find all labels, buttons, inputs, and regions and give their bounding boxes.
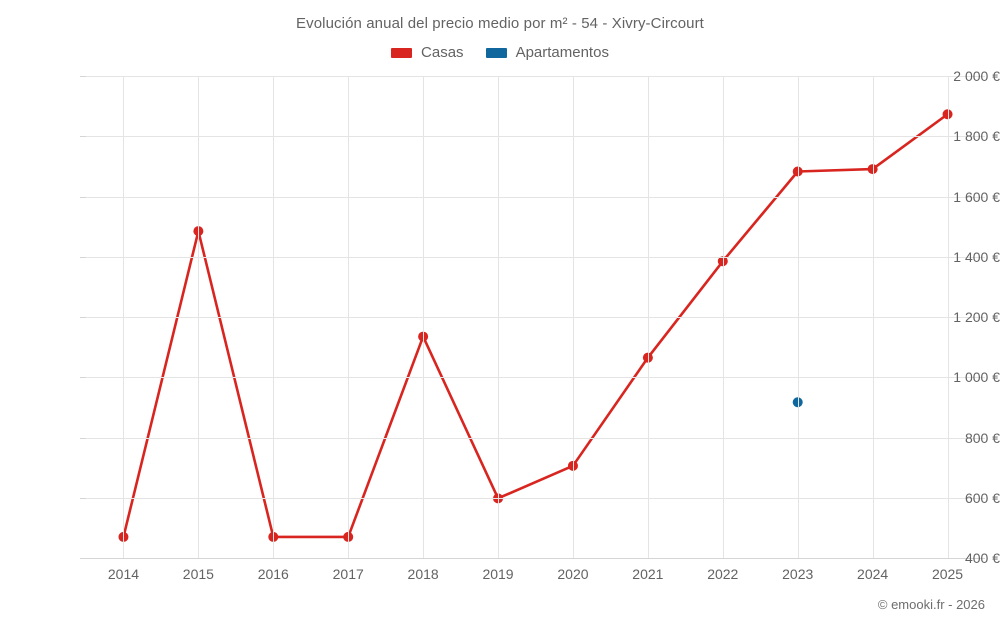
data-point-casas-2022[interactable]: [717, 256, 728, 267]
x-axis-tick-label: 2018: [407, 566, 439, 582]
series-line-casas: [122, 112, 949, 539]
gridline-vertical: [723, 76, 724, 558]
data-point-casas-2023[interactable]: [792, 166, 803, 177]
x-axis-tick-label: 2020: [557, 566, 589, 582]
legend-swatch-icon: [391, 47, 413, 58]
y-axis-tick-mark: [80, 136, 86, 137]
gridline-horizontal: [86, 438, 985, 439]
y-axis-tick-mark: [80, 377, 86, 378]
gridline-horizontal: [86, 498, 985, 499]
y-axis-tick-label: 400 €: [964, 550, 1000, 566]
x-axis-tick-label: 2025: [931, 566, 964, 582]
data-point-casas-2024[interactable]: [867, 164, 878, 175]
legend-item-casas[interactable]: Casas: [391, 44, 464, 61]
y-axis-tick-label: 800 €: [964, 429, 1000, 446]
plot-area: [86, 76, 985, 558]
y-axis-tick-mark: [80, 498, 86, 499]
legend-item-apartamentos[interactable]: Apartamentos: [485, 44, 609, 61]
gridline-vertical: [123, 76, 124, 558]
y-axis-tick-label: 1 400 €: [953, 248, 1000, 265]
y-axis-tick-mark: [80, 257, 86, 258]
x-axis-tick-label: 2023: [782, 566, 814, 582]
gridline-horizontal: [86, 197, 985, 198]
series-layer: [118, 109, 953, 542]
gridline-horizontal: [86, 317, 985, 318]
gridline-vertical: [948, 76, 949, 558]
x-axis-tick-label: 2016: [257, 566, 289, 582]
y-axis-tick-mark: [80, 317, 86, 318]
y-axis-tick-label: 1 600 €: [953, 188, 1000, 205]
gridline-vertical: [873, 76, 874, 558]
y-axis-tick-label: 2 000 €: [953, 68, 1000, 84]
y-axis-tick-label: 1 800 €: [953, 128, 1000, 145]
footer-credit: © emooki.fr - 2026: [877, 597, 985, 612]
gridline-vertical: [573, 76, 574, 558]
x-axis-tick-label: 2024: [857, 566, 889, 582]
data-point-casas-2020[interactable]: [567, 460, 578, 471]
gridline-vertical: [498, 76, 499, 558]
y-axis-tick-mark: [80, 197, 86, 198]
chart-title: Evolución anual del precio medio por m² …: [296, 15, 704, 32]
y-axis-tick-label: 1 200 €: [953, 309, 1000, 325]
legend-label: Apartamentos: [515, 44, 609, 61]
legend-label: Casas: [421, 44, 464, 61]
gridline-vertical: [198, 76, 199, 558]
x-axis-tick-label: 2019: [482, 566, 514, 582]
gridline-horizontal: [86, 377, 985, 378]
gridline-vertical: [648, 76, 649, 558]
y-axis-tick-mark: [80, 558, 86, 559]
x-axis-tick-label: 2022: [707, 566, 739, 582]
gridline-vertical: [798, 76, 799, 558]
data-point-apartamentos-2023[interactable]: [792, 397, 803, 408]
x-axis-line: [86, 558, 985, 559]
chart-legend: Casas Apartamentos: [0, 44, 1000, 61]
legend-swatch-icon: [485, 47, 507, 58]
x-axis-tick-label: 2021: [632, 566, 664, 582]
gridline-vertical: [273, 76, 274, 558]
gridline-horizontal: [86, 257, 985, 258]
x-axis-tick-label: 2014: [107, 566, 140, 582]
gridline-horizontal: [86, 136, 985, 137]
data-point-casas-2021[interactable]: [642, 352, 653, 363]
x-axis-tick-label: 2017: [332, 566, 364, 582]
data-point-casas-2025[interactable]: [942, 109, 953, 120]
x-axis-tick-label: 2015: [182, 566, 214, 582]
y-axis-tick-mark: [80, 438, 86, 439]
gridline-horizontal: [86, 76, 985, 77]
y-axis-tick-label: 600 €: [964, 489, 1000, 506]
y-axis-tick-mark: [80, 76, 86, 77]
y-axis-tick-label: 1 000 €: [953, 369, 1000, 386]
gridline-vertical: [423, 76, 424, 558]
gridline-vertical: [348, 76, 349, 558]
